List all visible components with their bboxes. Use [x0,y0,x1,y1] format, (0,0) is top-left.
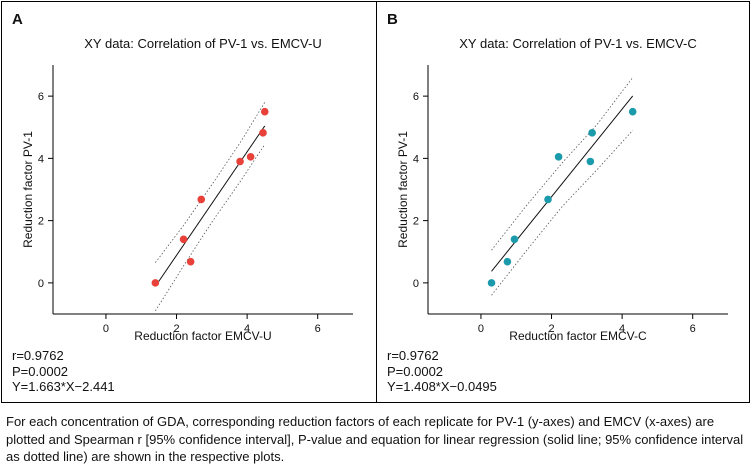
data-point [236,157,244,166]
y-tick-label: 2 [413,216,419,228]
chart-title: XY data: Correlation of PV-1 vs. EMCV-C [459,36,696,51]
data-point [259,129,267,137]
scatter-plot-a: XY data: Correlation of PV-1 vs. EMCV-U 0… [21,36,353,343]
panel-letter: B [387,11,398,28]
regression-equation: Y=1.663*X−2.441 [12,379,115,394]
data-point [510,235,519,244]
x-tick-label: 2 [173,323,179,335]
spearman-r: r=0.9762 [12,348,64,363]
y-tick-label: 4 [38,153,44,165]
spearman-r: r=0.9762 [387,348,439,363]
p-value: P=0.0002 [12,363,69,379]
x-tick-label: 4 [619,323,625,335]
data-point [197,195,206,204]
y-tick-label: 0 [413,278,419,290]
data-point [487,279,496,287]
scatter-plot-b: XY data: Correlation of PV-1 vs. EMCV-C 0… [396,36,728,343]
x-tick-label: 2 [548,323,554,335]
chart-title: XY data: Correlation of PV-1 vs. EMCV-U [84,36,321,51]
y-tick-label: 0 [38,278,44,290]
confidence-band-upper [155,102,266,263]
data-point [503,257,512,266]
data-point [554,153,563,161]
confidence-band-upper [491,77,634,251]
x-tick-label: 6 [690,323,696,335]
regression-line [154,125,266,287]
x-tick-label: 4 [244,323,250,335]
data-point [628,107,637,116]
stats-block: r=0.9762 P=0.0002 Y=1.408*X−0.0495 [387,348,497,395]
x-axis-label: Reduction factor EMCV-U [134,329,271,343]
data-point [588,129,596,137]
confidence-band-lower [155,144,266,312]
data-point [151,279,160,287]
panel-b: B XY data: Correlation of PV-1 vs. EMCV-… [377,2,751,402]
y-tick-label: 6 [413,91,419,103]
y-tick-label: 6 [38,91,44,103]
y-axis-label: Reduction factor PV-1 [21,131,35,248]
stats-block: r=0.9762 P=0.0002 Y=1.663*X−2.441 [12,348,115,395]
figure-caption: For each concentration of GDA, correspon… [6,414,744,464]
y-axis-label: Reduction factor PV-1 [396,131,410,248]
x-tick-label: 0 [478,323,484,335]
confidence-band-lower [491,130,633,296]
y-tick-label: 2 [38,216,44,228]
x-axis-label: Reduction factor EMCV-C [509,329,647,343]
data-point [260,107,269,116]
data-point [246,153,255,161]
data-point [544,195,552,204]
data-point [586,157,595,166]
data-point [186,257,195,266]
x-tick-label: 0 [103,323,109,335]
panel-letter: A [12,11,23,28]
panel-divider [376,2,377,402]
y-tick-label: 4 [413,153,419,165]
regression-line [491,95,634,272]
figure: A XY data: Correlation of PV-1 vs. EMCV-… [1,1,750,403]
p-value: P=0.0002 [387,363,444,379]
regression-equation: Y=1.408*X−0.0495 [387,379,497,394]
panel-a: A XY data: Correlation of PV-1 vs. EMCV-… [2,2,376,402]
data-point [179,235,188,244]
x-tick-label: 6 [315,323,321,335]
